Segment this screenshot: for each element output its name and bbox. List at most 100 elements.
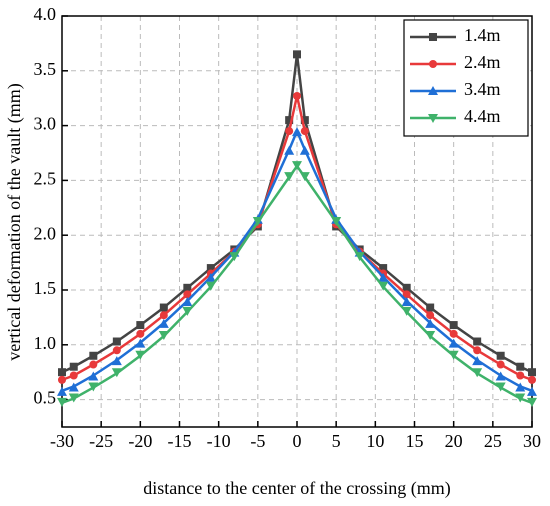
marker [285,127,294,136]
x-tick-label: 25 [484,431,502,451]
y-tick-label: 1.0 [34,333,57,353]
y-tick-label: 4.0 [34,4,57,24]
x-tick-label: 15 [406,431,424,451]
marker [426,303,435,312]
marker [159,311,168,320]
y-tick-label: 1.5 [34,278,57,298]
marker [495,382,506,392]
x-tick-label: -15 [168,431,192,451]
marker [182,306,193,316]
marker [429,33,437,41]
x-tick-label: 30 [523,431,541,451]
series-line [61,95,533,382]
x-tick-label: -10 [207,431,231,451]
marker [135,350,146,360]
marker [57,386,67,396]
marker [112,346,121,355]
marker [527,386,537,396]
marker [528,368,536,377]
marker [472,368,483,378]
marker [89,360,98,369]
marker [428,86,438,95]
marker [429,60,437,68]
marker [57,397,67,407]
marker [448,338,459,348]
x-tick-label: 20 [445,431,463,451]
plot-frame [61,15,533,428]
x-axis-label: distance to the center of the crossing (… [143,478,450,499]
y-tick-label: 2.5 [34,169,57,189]
marker [205,272,216,282]
marker [88,382,99,392]
marker [300,127,309,136]
y-axis-label: vertical deformation of the vault (mm) [4,83,25,360]
marker [68,393,79,403]
marker [515,393,526,403]
marker [69,362,78,371]
x-tick-label: -5 [250,431,265,451]
marker [136,321,145,330]
marker [183,290,192,299]
marker [292,161,302,171]
marker [183,283,192,292]
marker [299,145,310,155]
marker [158,318,169,328]
marker [473,337,482,346]
marker [425,318,436,328]
marker [285,116,294,125]
marker [401,296,412,306]
marker [68,382,79,392]
marker [292,127,302,137]
marker [89,351,98,360]
marker [159,303,168,312]
marker [229,252,240,262]
legend-box [403,19,529,137]
marker [449,329,458,338]
marker [528,375,536,384]
x-tick-label: 5 [332,431,341,451]
marker [69,371,78,380]
marker [449,321,458,330]
marker [300,116,309,125]
marker [111,368,122,378]
marker [111,356,122,366]
x-tick-label: 0 [293,431,302,451]
marker [379,264,388,273]
marker [448,350,459,360]
marker [402,283,411,292]
marker [428,114,438,123]
marker [496,360,505,369]
marker [378,272,389,282]
marker [378,281,389,291]
marker [58,375,66,384]
marker [472,356,483,366]
marker [495,371,506,381]
marker [284,145,295,155]
marker [473,346,482,355]
marker [426,311,435,320]
marker [182,296,193,306]
marker [206,264,215,273]
marker [425,331,436,341]
marker [293,50,301,59]
x-tick-label: 10 [366,431,384,451]
marker [527,397,537,407]
marker [284,172,295,182]
marker [516,362,525,371]
marker [402,290,411,299]
y-tick-label: 2.0 [34,223,57,243]
marker [252,217,263,227]
y-tick-label: 3.5 [34,59,57,79]
x-tick-label: -25 [89,431,113,451]
marker [135,338,146,348]
marker [299,172,310,182]
legend-label: 3.4m [464,79,501,99]
marker [205,281,216,291]
marker [515,382,526,392]
marker [516,371,525,380]
marker [496,351,505,360]
y-tick-label: 0.5 [34,388,57,408]
legend-label: 2.4m [464,52,501,72]
legend-label: 1.4m [464,25,501,45]
